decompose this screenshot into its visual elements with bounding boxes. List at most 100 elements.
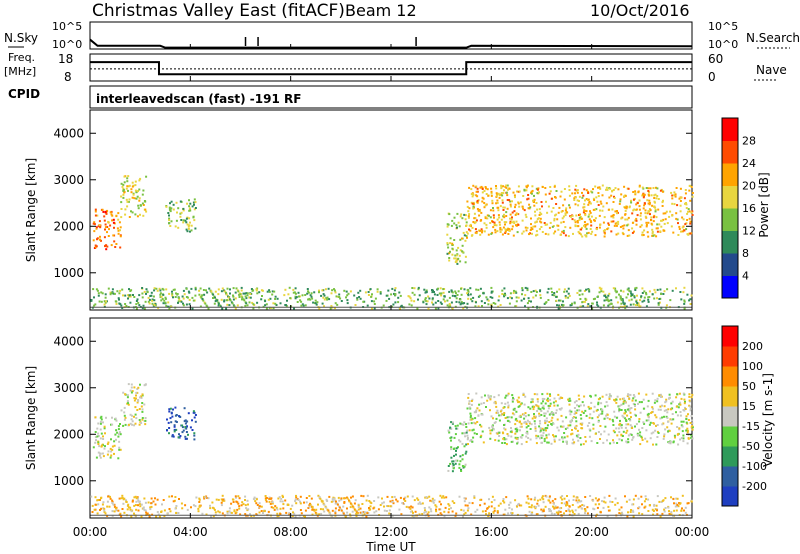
data-cell bbox=[641, 186, 644, 189]
data-cell bbox=[588, 416, 591, 419]
data-cell bbox=[683, 409, 686, 412]
data-cell bbox=[627, 511, 629, 514]
data-cell bbox=[412, 511, 414, 514]
data-cell bbox=[682, 392, 685, 395]
data-cell bbox=[547, 205, 550, 208]
data-cell bbox=[466, 292, 469, 295]
data-cell bbox=[216, 299, 218, 302]
data-cell bbox=[564, 209, 567, 212]
data-cell bbox=[138, 197, 141, 200]
data-cell bbox=[521, 434, 524, 437]
data-cell bbox=[353, 502, 356, 505]
data-cell bbox=[197, 507, 200, 510]
data-cell bbox=[557, 513, 560, 516]
data-cell bbox=[447, 465, 450, 467]
data-cell bbox=[244, 513, 247, 516]
data-cell bbox=[483, 190, 486, 192]
data-cell bbox=[597, 186, 599, 189]
data-cell bbox=[486, 217, 489, 220]
data-cell bbox=[478, 214, 481, 217]
data-cell bbox=[616, 395, 619, 398]
data-cell bbox=[620, 289, 622, 292]
data-cell bbox=[660, 225, 663, 228]
data-cell bbox=[205, 513, 208, 516]
data-cell bbox=[467, 210, 470, 213]
nave-tick-top: 60 bbox=[708, 52, 723, 66]
data-cell bbox=[504, 294, 507, 297]
data-cell bbox=[451, 462, 454, 465]
data-cell bbox=[566, 495, 568, 497]
data-cell bbox=[191, 205, 194, 208]
data-cell bbox=[447, 246, 450, 249]
data-cell bbox=[633, 403, 636, 406]
data-cell bbox=[234, 495, 237, 498]
data-cell bbox=[115, 429, 118, 432]
data-cell bbox=[144, 417, 147, 419]
data-cell bbox=[519, 416, 522, 418]
data-cell bbox=[502, 437, 505, 440]
data-cell bbox=[530, 398, 533, 401]
data-cell bbox=[511, 228, 514, 231]
data-cell bbox=[103, 509, 106, 512]
data-cell bbox=[611, 214, 614, 217]
data-cell bbox=[604, 293, 607, 296]
data-cell bbox=[568, 400, 571, 402]
data-cell bbox=[684, 400, 686, 403]
data-cell bbox=[640, 495, 643, 498]
data-cell bbox=[200, 295, 203, 298]
data-cell bbox=[645, 429, 648, 432]
data-cell bbox=[322, 296, 325, 299]
data-cell bbox=[460, 302, 463, 305]
data-cell bbox=[519, 420, 521, 423]
data-cell bbox=[606, 298, 609, 301]
data-cell bbox=[634, 399, 637, 402]
data-cell bbox=[537, 435, 540, 438]
data-cell bbox=[482, 441, 485, 444]
data-cell bbox=[225, 299, 228, 302]
data-cell bbox=[624, 206, 627, 209]
data-cell bbox=[408, 295, 411, 298]
data-cell bbox=[541, 186, 544, 188]
data-cell bbox=[452, 460, 455, 463]
data-cell bbox=[669, 299, 672, 302]
data-cell bbox=[321, 289, 324, 292]
data-cell bbox=[185, 287, 188, 290]
data-cell bbox=[111, 510, 114, 513]
data-cell bbox=[442, 291, 445, 294]
data-cell bbox=[118, 221, 121, 224]
data-cell bbox=[159, 292, 162, 295]
data-cell bbox=[394, 293, 397, 296]
data-cell bbox=[523, 188, 526, 191]
data-cell bbox=[449, 304, 452, 307]
data-cell bbox=[204, 496, 207, 499]
data-cell bbox=[125, 501, 128, 503]
data-cell bbox=[527, 297, 530, 300]
data-cell bbox=[338, 506, 341, 509]
data-cell bbox=[118, 440, 121, 443]
data-cell bbox=[523, 403, 526, 406]
data-cell bbox=[689, 232, 692, 235]
data-cell bbox=[126, 396, 129, 399]
data-cell bbox=[168, 432, 170, 435]
data-cell bbox=[503, 412, 506, 414]
data-cell bbox=[552, 232, 555, 235]
data-cell bbox=[520, 443, 523, 446]
data-cell bbox=[531, 228, 534, 231]
data-cell bbox=[691, 437, 694, 440]
data-cell bbox=[273, 508, 276, 511]
data-cell bbox=[179, 435, 182, 437]
data-cell bbox=[135, 300, 138, 302]
data-cell bbox=[460, 470, 463, 472]
data-cell bbox=[498, 221, 501, 224]
data-cell bbox=[522, 392, 525, 395]
data-cell bbox=[673, 194, 675, 197]
data-cell bbox=[249, 513, 251, 516]
data-cell bbox=[91, 504, 94, 507]
data-cell bbox=[417, 502, 420, 505]
data-cell bbox=[688, 395, 691, 398]
data-cell bbox=[688, 210, 691, 213]
data-cell bbox=[647, 193, 650, 196]
data-cell bbox=[93, 221, 96, 224]
data-cell bbox=[432, 501, 435, 504]
data-cell bbox=[541, 496, 544, 499]
